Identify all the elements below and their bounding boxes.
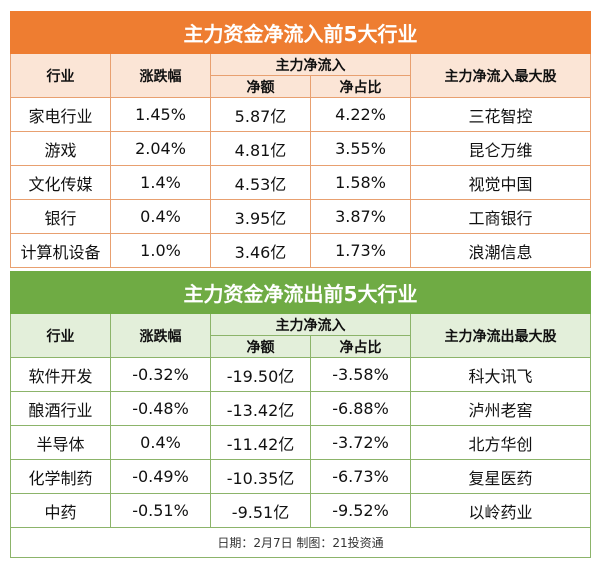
net-ratio-cell: -3.72% bbox=[310, 425, 411, 460]
industry-cell: 化学制药 bbox=[10, 459, 111, 494]
col-net-amount: 净额 bbox=[210, 335, 311, 358]
industry-cell: 游戏 bbox=[10, 131, 111, 166]
industry-cell: 文化传媒 bbox=[10, 165, 111, 200]
fund-flow-report: 主力资金净流入前5大行业 行业 涨跌幅 主力净流入 主力净流入最大股 净额 净占… bbox=[10, 11, 591, 558]
col-change: 涨跌幅 bbox=[110, 53, 211, 98]
net-amount-cell: -19.50亿 bbox=[210, 357, 311, 392]
table-row: 银行 0.4% 3.95亿 3.87% 工商银行 bbox=[10, 199, 591, 234]
net-ratio-cell: 4.22% bbox=[310, 97, 411, 132]
net-ratio-cell: 3.87% bbox=[310, 199, 411, 234]
table-row: 游戏 2.04% 4.81亿 3.55% 昆仑万维 bbox=[10, 131, 591, 166]
industry-cell: 中药 bbox=[10, 493, 111, 528]
top-stock-cell: 浪潮信息 bbox=[410, 233, 591, 268]
net-amount-cell: -10.35亿 bbox=[210, 459, 311, 494]
inflow-table: 主力资金净流入前5大行业 行业 涨跌幅 主力净流入 主力净流入最大股 净额 净占… bbox=[10, 11, 591, 268]
industry-cell: 计算机设备 bbox=[10, 233, 111, 268]
table-row: 酿酒行业 -0.48% -13.42亿 -6.88% 泸州老窖 bbox=[10, 391, 591, 426]
col-net-amount: 净额 bbox=[210, 75, 311, 98]
table-row: 半导体 0.4% -11.42亿 -3.72% 北方华创 bbox=[10, 425, 591, 460]
table-row: 家电行业 1.45% 5.87亿 4.22% 三花智控 bbox=[10, 97, 591, 132]
col-industry: 行业 bbox=[10, 53, 111, 98]
table-row: 软件开发 -0.32% -19.50亿 -3.58% 科大讯飞 bbox=[10, 357, 591, 392]
col-net-flow-group: 主力净流入 bbox=[210, 53, 411, 76]
table-row: 化学制药 -0.49% -10.35亿 -6.73% 复星医药 bbox=[10, 459, 591, 494]
net-ratio-cell: 1.58% bbox=[310, 165, 411, 200]
top-stock-cell: 泸州老窖 bbox=[410, 391, 591, 426]
outflow-table: 主力资金净流出前5大行业 行业 涨跌幅 主力净流入 主力净流出最大股 净额 净占… bbox=[10, 271, 591, 558]
change-cell: 0.4% bbox=[110, 199, 211, 234]
net-amount-cell: 5.87亿 bbox=[210, 97, 311, 132]
top-stock-cell: 科大讯飞 bbox=[410, 357, 591, 392]
change-cell: -0.48% bbox=[110, 391, 211, 426]
net-ratio-cell: -6.88% bbox=[310, 391, 411, 426]
change-cell: -0.32% bbox=[110, 357, 211, 392]
table-row: 计算机设备 1.0% 3.46亿 1.73% 浪潮信息 bbox=[10, 233, 591, 268]
industry-cell: 酿酒行业 bbox=[10, 391, 111, 426]
net-amount-cell: -9.51亿 bbox=[210, 493, 311, 528]
net-amount-cell: 3.46亿 bbox=[210, 233, 311, 268]
net-amount-cell: 3.95亿 bbox=[210, 199, 311, 234]
net-amount-cell: -13.42亿 bbox=[210, 391, 311, 426]
table-row: 文化传媒 1.4% 4.53亿 1.58% 视觉中国 bbox=[10, 165, 591, 200]
net-ratio-cell: -9.52% bbox=[310, 493, 411, 528]
col-top-stock: 主力净流出最大股 bbox=[410, 313, 591, 358]
top-stock-cell: 昆仑万维 bbox=[410, 131, 591, 166]
inflow-title: 主力资金净流入前5大行业 bbox=[10, 11, 591, 54]
net-ratio-cell: 3.55% bbox=[310, 131, 411, 166]
net-amount-cell: 4.53亿 bbox=[210, 165, 311, 200]
industry-cell: 软件开发 bbox=[10, 357, 111, 392]
col-net-ratio: 净占比 bbox=[310, 75, 411, 98]
change-cell: 1.45% bbox=[110, 97, 211, 132]
net-ratio-cell: 1.73% bbox=[310, 233, 411, 268]
footer-caption: 日期：2月7日 制图：21投资通 bbox=[10, 527, 591, 558]
col-top-stock: 主力净流入最大股 bbox=[410, 53, 591, 98]
top-stock-cell: 复星医药 bbox=[410, 459, 591, 494]
change-cell: -0.51% bbox=[110, 493, 211, 528]
top-stock-cell: 以岭药业 bbox=[410, 493, 591, 528]
net-ratio-cell: -3.58% bbox=[310, 357, 411, 392]
change-cell: 1.0% bbox=[110, 233, 211, 268]
top-stock-cell: 工商银行 bbox=[410, 199, 591, 234]
change-cell: 0.4% bbox=[110, 425, 211, 460]
top-stock-cell: 三花智控 bbox=[410, 97, 591, 132]
industry-cell: 半导体 bbox=[10, 425, 111, 460]
top-stock-cell: 视觉中国 bbox=[410, 165, 591, 200]
col-change: 涨跌幅 bbox=[110, 313, 211, 358]
industry-cell: 银行 bbox=[10, 199, 111, 234]
net-amount-cell: -11.42亿 bbox=[210, 425, 311, 460]
outflow-title: 主力资金净流出前5大行业 bbox=[10, 271, 591, 314]
change-cell: -0.49% bbox=[110, 459, 211, 494]
change-cell: 1.4% bbox=[110, 165, 211, 200]
table-row: 中药 -0.51% -9.51亿 -9.52% 以岭药业 bbox=[10, 493, 591, 528]
top-stock-cell: 北方华创 bbox=[410, 425, 591, 460]
col-net-ratio: 净占比 bbox=[310, 335, 411, 358]
change-cell: 2.04% bbox=[110, 131, 211, 166]
net-ratio-cell: -6.73% bbox=[310, 459, 411, 494]
col-industry: 行业 bbox=[10, 313, 111, 358]
col-net-flow-group: 主力净流入 bbox=[210, 313, 411, 336]
net-amount-cell: 4.81亿 bbox=[210, 131, 311, 166]
industry-cell: 家电行业 bbox=[10, 97, 111, 132]
